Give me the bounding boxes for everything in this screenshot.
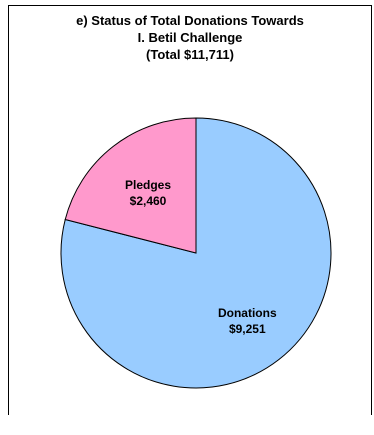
chart-title-line-1: e) Status of Total Donations Towards — [76, 13, 304, 28]
slice-label-value-donations: $9,251 — [229, 322, 266, 336]
chart-title: e) Status of Total Donations Towards I. … — [8, 12, 372, 63]
slice-label-value-pledges: $2,460 — [130, 194, 167, 208]
chart-title-line-2: I. Betil Challenge — [137, 30, 243, 45]
pie-slice-pledges — [64, 117, 197, 254]
slice-label-name-donations: Donations — [218, 306, 277, 320]
slice-label-name-pledges: Pledges — [125, 178, 171, 192]
chart-frame — [8, 5, 372, 415]
chart-title-line-3: (Total $11,711) — [146, 47, 234, 62]
